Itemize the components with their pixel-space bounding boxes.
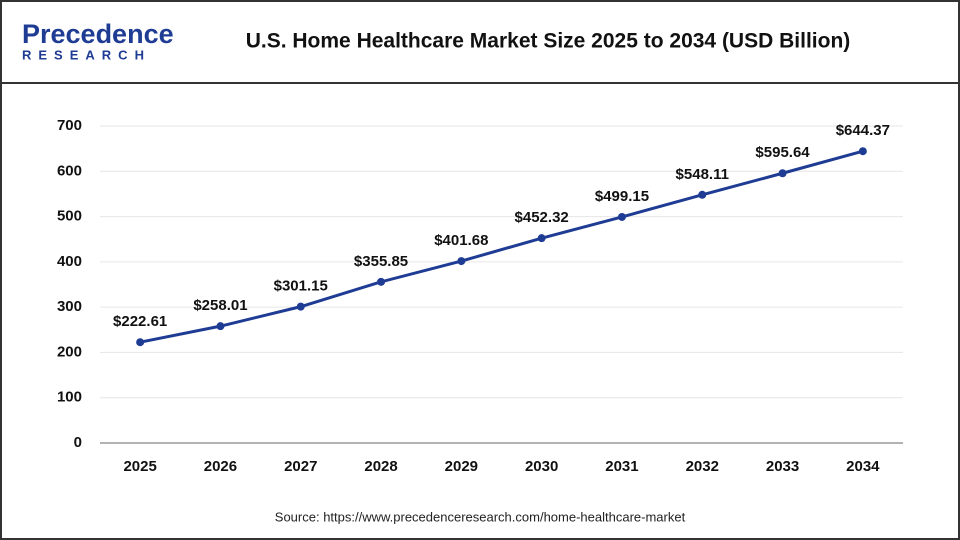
x-tick-label: 2033 [766, 458, 799, 475]
value-label: $452.32 [515, 209, 569, 226]
point [617, 212, 626, 221]
y-tick-label: 200 [57, 343, 82, 360]
chart-title: U.S. Home Healthcare Market Size 2025 to… [246, 30, 851, 53]
logo-name: Precedence [22, 19, 174, 49]
x-tick-label: 2029 [445, 458, 478, 475]
point [136, 338, 145, 347]
value-label: $355.85 [354, 253, 408, 270]
point [778, 169, 787, 178]
line [139, 149, 864, 344]
x-tick-label: 2028 [364, 458, 397, 475]
y-tick-label: 300 [57, 298, 82, 315]
point [537, 234, 546, 243]
x-tick-label: 2032 [686, 458, 719, 475]
x-tick-label: 2025 [123, 458, 156, 475]
x-tick-label: 2027 [284, 458, 317, 475]
value-label: $401.68 [434, 232, 488, 249]
x-tick-label: 2034 [846, 458, 880, 475]
y-tick-label: 400 [57, 253, 82, 270]
value-label: $258.01 [193, 297, 247, 314]
y-tick-label: 100 [57, 389, 82, 406]
value-label: $499.15 [595, 188, 649, 205]
source: Source: https://www.precedenceresearch.c… [275, 509, 686, 524]
y-tick-label: 0 [74, 434, 82, 451]
value-label: $222.61 [113, 313, 167, 330]
point [698, 190, 707, 199]
point [377, 277, 386, 286]
y-tick-label: 500 [57, 208, 82, 225]
point [216, 322, 225, 331]
value-label: $595.64 [755, 144, 810, 161]
y-tick-label: 600 [57, 162, 82, 179]
y-tick-label: 700 [57, 117, 82, 134]
x-tick-label: 2031 [605, 458, 638, 475]
point [457, 257, 466, 266]
x-tick-label: 2030 [525, 458, 558, 475]
point [296, 302, 305, 311]
x-tick-label: 2026 [204, 458, 237, 475]
logo-tagline: RESEARCH [22, 47, 151, 62]
value-label: $301.15 [274, 278, 328, 295]
value-label: $548.11 [676, 166, 729, 183]
point [858, 147, 867, 156]
value-label: $644.37 [836, 122, 890, 139]
